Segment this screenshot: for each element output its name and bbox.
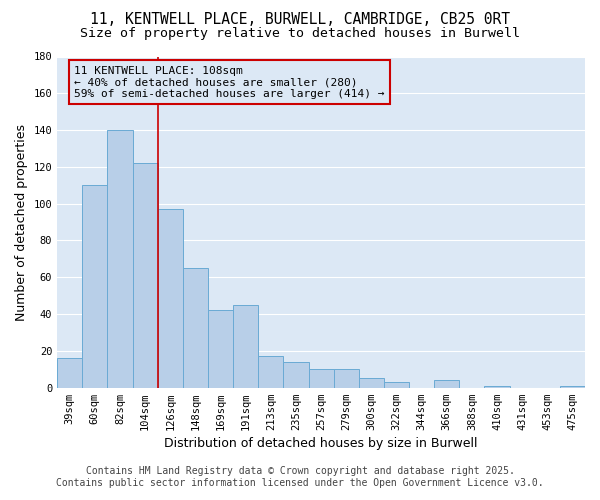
Bar	[82, 186, 107, 388]
Bar	[208, 310, 233, 388]
Bar	[308, 370, 334, 388]
Bar	[334, 370, 359, 388]
Bar	[133, 163, 158, 388]
Bar	[359, 378, 384, 388]
Bar	[158, 209, 183, 388]
Text: Size of property relative to detached houses in Burwell: Size of property relative to detached ho…	[80, 28, 520, 40]
Bar	[434, 380, 460, 388]
Bar	[283, 362, 308, 388]
Bar	[183, 268, 208, 388]
Bar	[57, 358, 82, 388]
Text: 11, KENTWELL PLACE, BURWELL, CAMBRIDGE, CB25 0RT: 11, KENTWELL PLACE, BURWELL, CAMBRIDGE, …	[90, 12, 510, 28]
Bar	[384, 382, 409, 388]
Bar	[258, 356, 283, 388]
Bar	[560, 386, 585, 388]
Bar	[484, 386, 509, 388]
Text: Contains HM Land Registry data © Crown copyright and database right 2025.
Contai: Contains HM Land Registry data © Crown c…	[56, 466, 544, 487]
Text: 11 KENTWELL PLACE: 108sqm
← 40% of detached houses are smaller (280)
59% of semi: 11 KENTWELL PLACE: 108sqm ← 40% of detac…	[74, 66, 385, 99]
Bar	[107, 130, 133, 388]
X-axis label: Distribution of detached houses by size in Burwell: Distribution of detached houses by size …	[164, 437, 478, 450]
Bar	[233, 305, 258, 388]
Y-axis label: Number of detached properties: Number of detached properties	[15, 124, 28, 320]
